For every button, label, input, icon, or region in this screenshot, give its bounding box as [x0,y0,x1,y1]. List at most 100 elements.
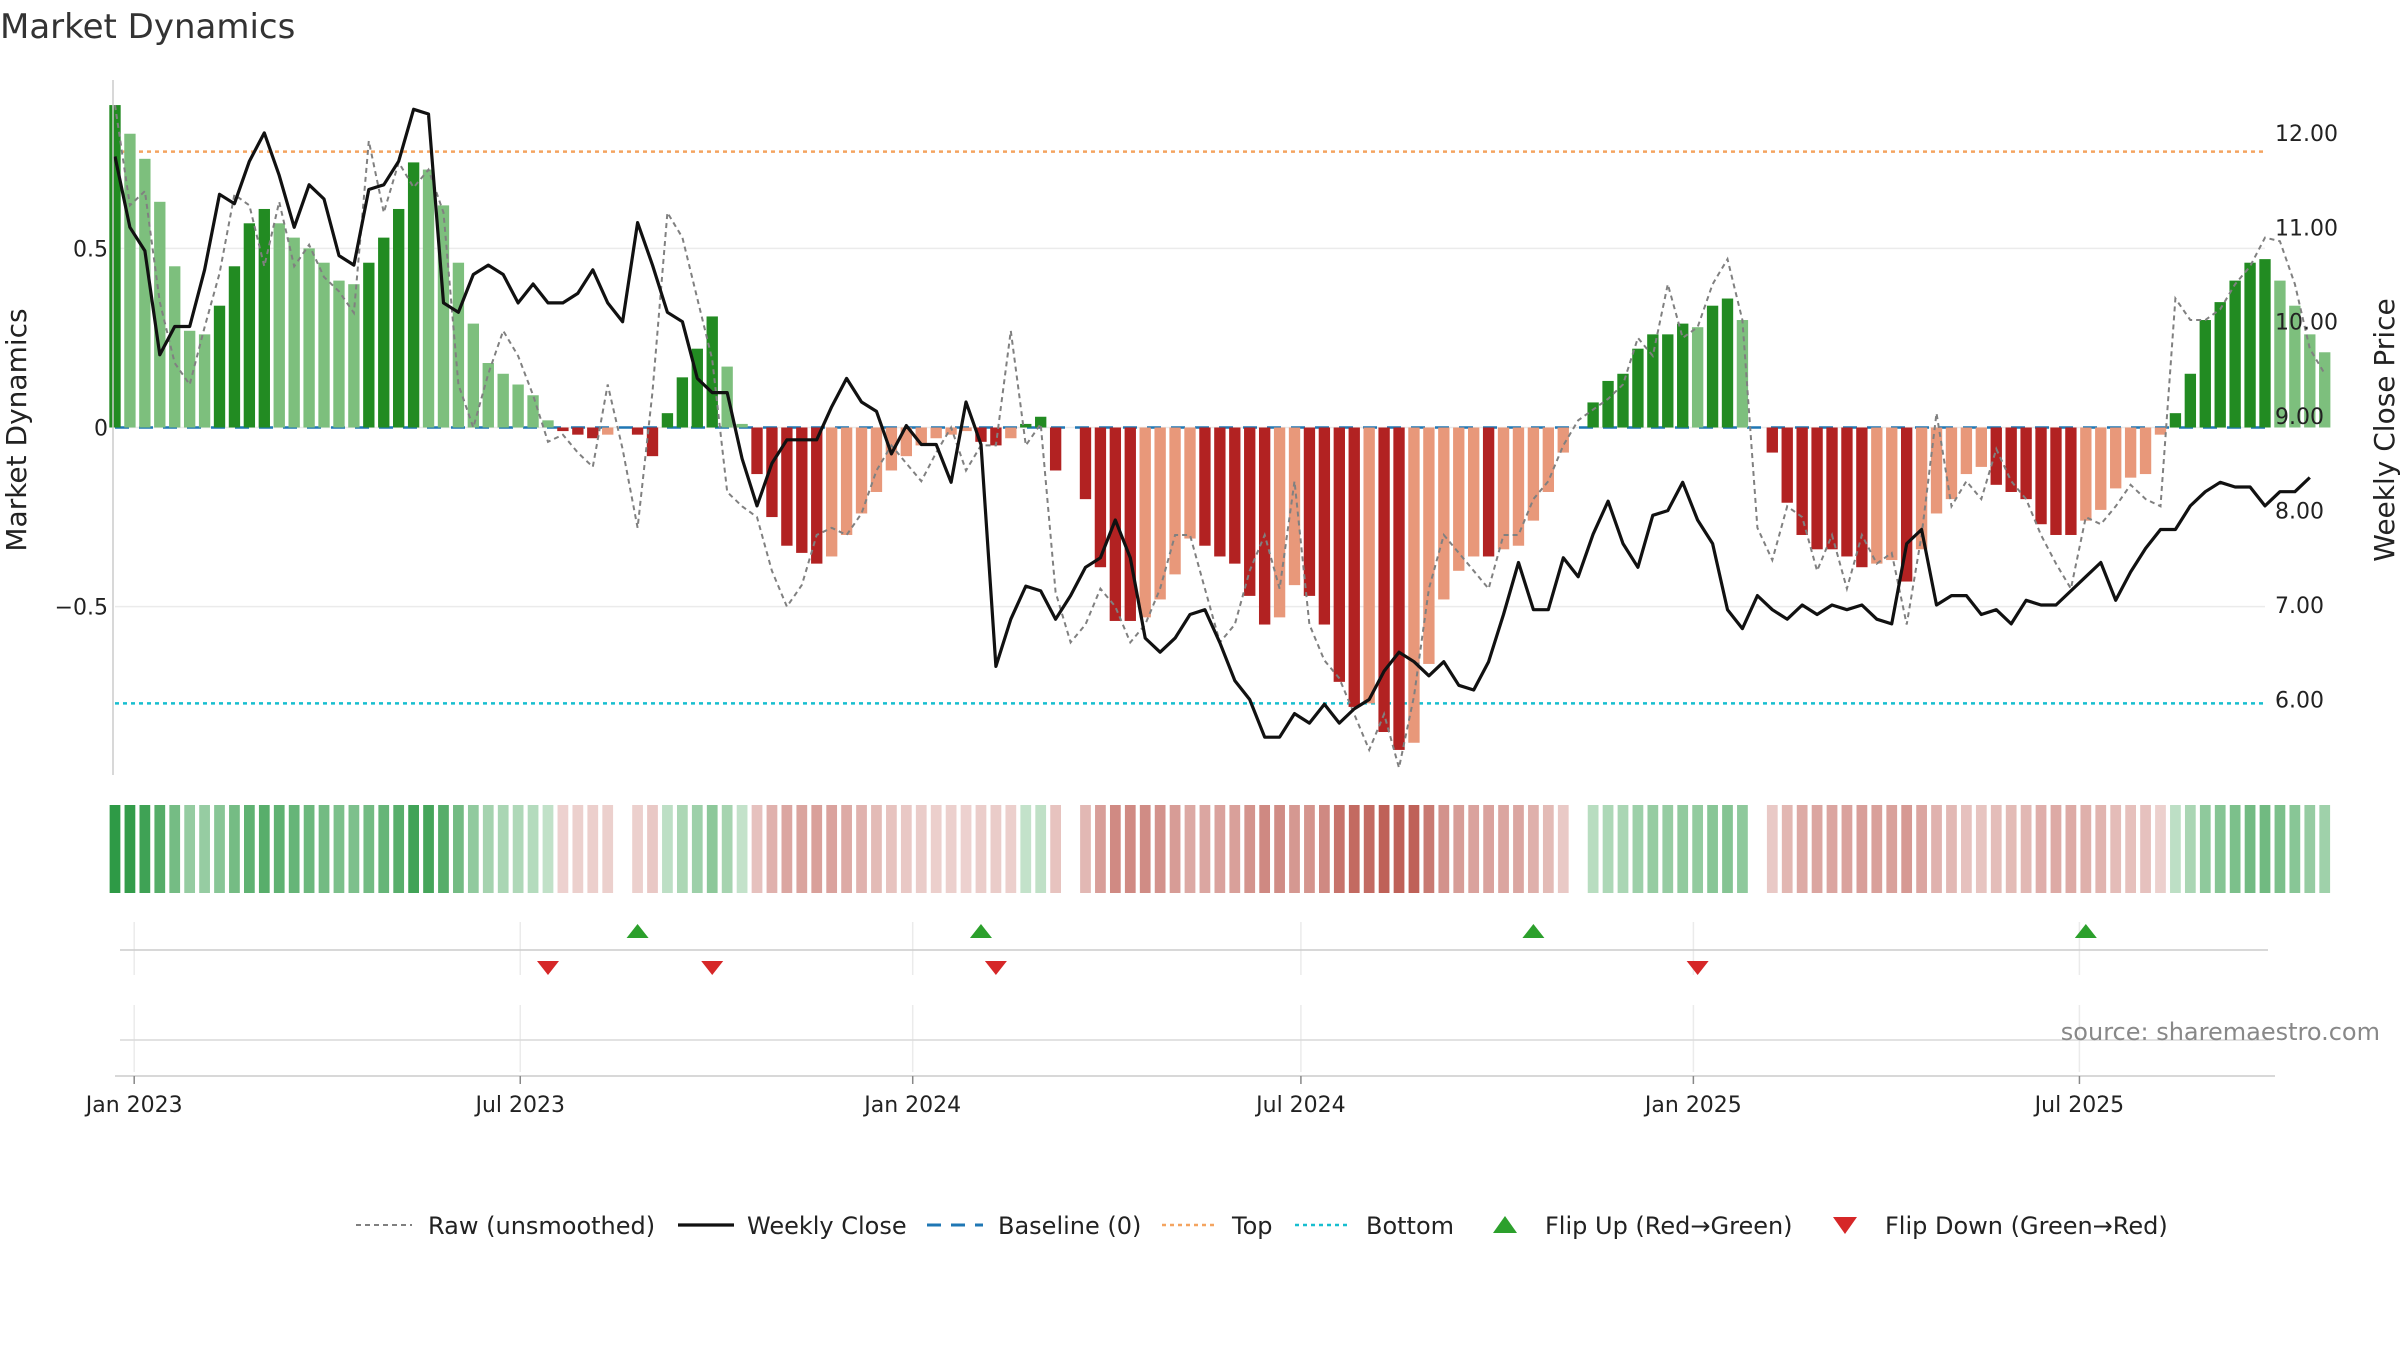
dynamics-bar [572,427,584,435]
dynamics-bar [1244,427,1256,596]
dynamics-bar [1273,427,1286,618]
dynamics-bar [2154,427,2167,435]
dynamics-bar [2289,305,2301,428]
regime-cell [184,805,196,893]
dynamics-bar [2274,280,2286,428]
dynamics-bar [318,262,330,428]
regime-cell [1363,805,1375,893]
dynamics-bar [915,427,927,446]
regime-cell [856,805,867,893]
dynamics-bar [243,223,256,428]
legend-swatch [1493,1216,1517,1233]
dynamics-bar [303,248,315,428]
regime-cell [2244,805,2256,893]
legend-label: Top [1231,1212,1273,1240]
legend-swatch [1833,1217,1857,1234]
regime-cell [393,805,405,893]
dynamics-bar [2035,427,2047,525]
dynamics-bar [1363,427,1375,704]
regime-cell [2259,805,2271,893]
dynamics-bar [2124,427,2137,478]
regime-cell [572,805,584,893]
dynamics-bar [348,284,360,428]
x-tick-label: Jan 2025 [1643,1093,1742,1118]
dynamics-bar [766,427,778,518]
regime-cell [796,805,808,893]
dynamics-bar [1094,427,1107,568]
flip-up-marker [969,924,992,938]
dynamics-bar [2065,427,2077,535]
dynamics-bar [751,427,763,475]
dynamics-bar [2214,302,2226,428]
main-axes: −0.5 0 0.5 6.00 7.00 8.00 9.00 10.00 11.00 12.00 [55,80,2338,775]
flip-down-marker [1686,961,1709,975]
regime-cell [542,805,554,893]
dynamics-bar [1766,427,1778,453]
regime-cell [1737,805,1748,893]
right-tick-label: 9.00 [2275,405,2324,430]
regime-cell [2110,805,2122,893]
regime-cell [229,805,240,893]
regime-cell [915,805,927,893]
regime-cell [348,805,360,893]
dynamics-bar [1632,348,1644,428]
regime-cell [497,805,509,893]
dynamics-bar [213,305,226,428]
regime-cell [2065,805,2077,893]
regime-cell [199,805,210,893]
right-tick-label: 7.00 [2275,594,2324,619]
legend-label: Weekly Close [747,1212,907,1240]
dynamics-bar [1139,427,1151,618]
left-tick-label: 0 [94,417,108,442]
dynamics-bar [1691,327,1704,428]
regime-cell [1095,805,1106,893]
regime-cell [1408,805,1420,893]
regime-cell [169,805,181,893]
regime-cell [1124,805,1136,893]
regime-cell [990,805,1002,893]
dynamics-bar [1333,427,1345,682]
legend-label: Flip Down (Green→Red) [1885,1212,2168,1240]
dynamics-bar [1706,305,1719,428]
dynamics-bar [1124,427,1136,621]
regime-cell [482,805,494,893]
regime-cell [1483,805,1494,893]
dynamics-bar [1468,427,1480,557]
dynamics-bar [1930,427,1943,514]
regime-cell [2289,805,2301,893]
regime-cell [1901,805,1913,893]
regime-cell [632,805,643,893]
dynamics-bar [825,427,838,557]
regime-cell [1542,805,1554,893]
regime-cell [1005,805,1017,893]
regime-cell [1662,805,1674,893]
regime-cell [1229,805,1241,893]
dynamics-bar [452,262,465,428]
dynamics-bar [169,266,181,428]
regime-cell [886,805,897,893]
right-tick-label: 12.00 [2275,122,2338,147]
x-tick-label: Jan 2023 [84,1093,183,1118]
dynamics-bar [1647,334,1659,428]
regime-cell [1184,805,1196,893]
regime-cell [303,805,315,893]
dynamics-bar [422,169,435,428]
regime-cell [139,805,151,893]
flip-down-marker [984,961,1007,975]
regime-cell [423,805,434,893]
dynamics-bar [2184,373,2197,428]
regime-cell [900,805,912,893]
regime-cell [930,805,942,893]
x-tick-label: Jul 2025 [2033,1093,2125,1118]
regime-cell [960,805,972,893]
weekly-close-line [113,107,2311,739]
regime-cell [467,805,479,893]
left-tick-label: −0.5 [55,596,108,621]
regime-cell [1498,805,1509,893]
dynamics-bar [1154,427,1166,600]
dynamics-bar [1438,427,1450,600]
regime-cell [647,805,658,893]
dynamics-bar [587,427,599,439]
regime-cell [691,805,703,893]
regime-cell [1811,805,1823,893]
